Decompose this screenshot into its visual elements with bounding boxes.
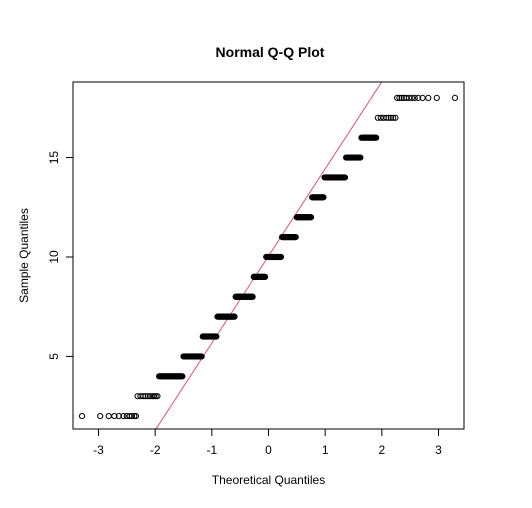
- y-axis-label: Sample Quantiles: [17, 208, 31, 303]
- chart-title: Normal Q-Q Plot: [216, 44, 325, 60]
- x-tick-label: 2: [378, 443, 385, 457]
- data-point: [452, 95, 457, 100]
- y-tick-label: 5: [47, 353, 61, 360]
- x-tick-label: -2: [150, 443, 161, 457]
- y-axis: 5 10 15: [47, 151, 73, 360]
- x-tick-label: 1: [322, 443, 329, 457]
- y-tick-label: 15: [47, 151, 61, 165]
- y-tick-label: 10: [47, 250, 61, 264]
- x-tick-label: 0: [265, 443, 272, 457]
- x-tick-label: -1: [206, 443, 217, 457]
- x-tick-label: -3: [93, 443, 104, 457]
- data-points: [79, 95, 457, 418]
- data-point: [79, 413, 84, 418]
- data-point: [98, 413, 103, 418]
- data-point: [106, 413, 111, 418]
- x-axis: -3 -2 -1 0 1 2 3: [93, 429, 442, 457]
- data-point: [426, 95, 431, 100]
- x-axis-label: Theoretical Quantiles: [212, 473, 325, 487]
- data-point: [434, 95, 439, 100]
- x-tick-label: 3: [435, 443, 442, 457]
